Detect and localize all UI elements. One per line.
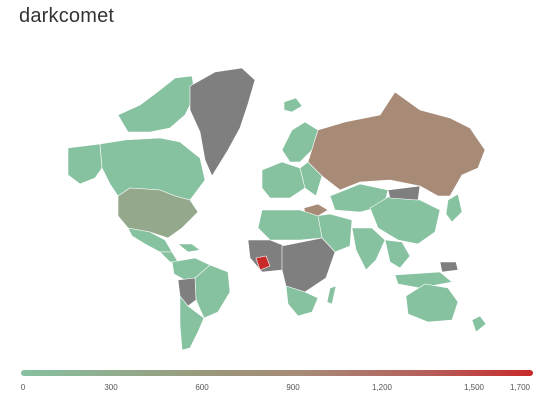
indonesia-region[interactable] (394, 271, 453, 289)
madagascar-region[interactable] (326, 285, 337, 305)
argentina-chile-region[interactable] (179, 295, 205, 351)
legend-tick: 0 (20, 383, 26, 392)
russia-region[interactable] (307, 91, 486, 197)
legend-tick: 900 (286, 383, 300, 392)
legend-tick: 1,700 (509, 383, 531, 392)
iceland-region[interactable] (283, 97, 303, 113)
alaska-region[interactable] (67, 143, 103, 185)
japan-region[interactable] (445, 193, 463, 223)
greenland-region[interactable] (189, 67, 256, 177)
mongolia-region[interactable] (387, 185, 421, 201)
legend-tick: 600 (195, 383, 209, 392)
brazil-region[interactable] (194, 264, 231, 319)
legend-tick: 1,200 (371, 383, 393, 392)
legend-tick: 300 (104, 383, 118, 392)
caribbean-region[interactable] (177, 243, 201, 253)
north-africa-region[interactable] (257, 209, 323, 241)
color-scale-bar (21, 370, 533, 376)
chart-title: darkcomet (19, 5, 115, 27)
usa-region[interactable] (117, 187, 199, 239)
southeast-asia-region[interactable] (384, 239, 411, 269)
legend-tick: 1,500 (463, 383, 485, 392)
australia-region[interactable] (405, 283, 459, 323)
central-africa-region[interactable] (281, 237, 336, 293)
india-region[interactable] (351, 227, 386, 271)
central-america-region[interactable] (159, 251, 179, 263)
western-europe-region[interactable] (261, 161, 306, 199)
southern-africa-region[interactable] (285, 285, 319, 317)
arctic-islands-region[interactable] (117, 75, 196, 133)
papua-region[interactable] (439, 261, 459, 273)
ivory-coast-region[interactable] (255, 255, 271, 271)
new-zealand-region[interactable] (471, 315, 487, 333)
